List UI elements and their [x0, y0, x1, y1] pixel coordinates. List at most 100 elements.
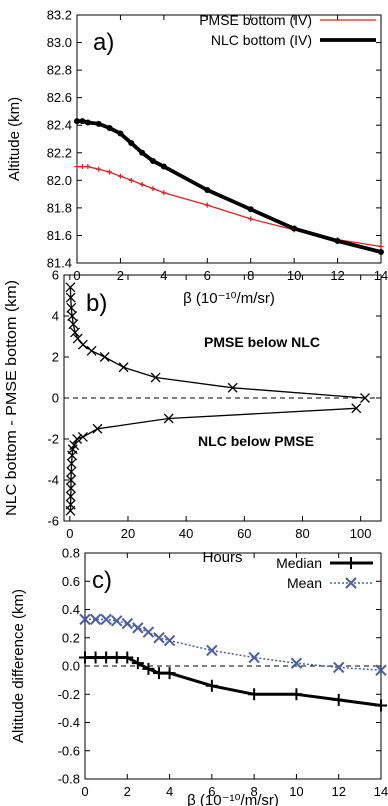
data-point: [86, 345, 97, 356]
data-point: [117, 130, 124, 137]
x-tick-label: 4: [166, 784, 173, 799]
data-point: [206, 644, 218, 657]
data-point: [107, 169, 113, 175]
x-tick-label: 6: [208, 784, 215, 799]
data-point: [66, 475, 76, 485]
y-tick-label: -4: [47, 473, 59, 488]
data-point: [67, 311, 78, 321]
y-tick-label: 2: [52, 350, 59, 365]
data-point: [153, 667, 165, 680]
data-point: [163, 667, 176, 680]
x-tick-label: 0: [81, 784, 88, 799]
data-point: [291, 225, 298, 232]
data-point: [227, 382, 238, 393]
x-tick-label: 40: [179, 526, 193, 541]
data-point: [66, 466, 77, 477]
y-axis-label: Altitude difference (km): [10, 589, 27, 743]
data-point: [247, 206, 254, 213]
y-tick-label: 0.8: [62, 546, 80, 561]
x-axis-label: β (10⁻¹⁰/m/sr): [183, 290, 275, 307]
data-point: [70, 327, 81, 338]
data-point: [117, 173, 123, 179]
y-tick-label: 82.8: [47, 63, 72, 78]
data-point: [111, 615, 123, 627]
y-tick-label: 82.0: [47, 173, 72, 188]
data-point: [139, 181, 145, 187]
y-tick-label: 82.2: [47, 145, 72, 160]
data-point: [77, 431, 88, 442]
data-point: [89, 613, 102, 626]
x-axis-label: Hours: [202, 549, 242, 566]
data-point: [128, 177, 134, 183]
data-point: [333, 661, 345, 674]
series-line: [69, 407, 357, 511]
data-point: [161, 190, 167, 196]
x-tick-label: 0: [66, 526, 73, 541]
x-tick-label: 100: [350, 526, 372, 541]
data-point: [65, 292, 76, 303]
data-point: [66, 302, 77, 313]
legend-label: Mean: [287, 575, 322, 591]
data-point: [360, 393, 370, 403]
data-point: [100, 613, 112, 626]
y-tick-label: -2: [47, 432, 59, 447]
data-point: [92, 423, 103, 434]
legend-label: Median: [276, 555, 322, 571]
data-point: [132, 622, 144, 634]
y-tick-label: 0.0: [62, 659, 80, 674]
legend-label: PMSE bottom (IV): [199, 12, 312, 28]
data-point: [65, 491, 76, 502]
y-tick-label: -0.2: [58, 687, 80, 702]
y-tick-label: 81.6: [47, 228, 72, 243]
data-point: [248, 688, 261, 701]
data-point: [142, 662, 155, 675]
data-point: [95, 120, 102, 127]
data-point: [205, 679, 218, 692]
data-point: [150, 372, 161, 383]
panel-label: c): [92, 567, 112, 594]
y-tick-label: 81.8: [47, 200, 72, 215]
y-tick-label: -0.8: [58, 772, 80, 787]
y-axis-label: NLC bottom - PMSE bottom (km): [3, 280, 20, 516]
data-point: [128, 140, 135, 147]
data-point: [153, 632, 165, 644]
data-point: [334, 237, 341, 244]
data-point: [139, 149, 146, 156]
data-point: [118, 362, 129, 373]
y-tick-label: 83.0: [47, 35, 72, 50]
legend-marker: [345, 557, 357, 569]
x-tick-label: 80: [295, 526, 309, 541]
data-point: [290, 688, 303, 701]
data-point: [74, 164, 80, 170]
data-point: [160, 163, 167, 170]
y-tick-label: 0: [52, 391, 59, 406]
data-point: [378, 248, 384, 255]
plot-frame: [76, 14, 382, 264]
data-point: [290, 657, 303, 669]
x-axis-label: β (10⁻¹⁰/m/sr): [187, 792, 279, 806]
data-point: [84, 119, 91, 126]
y-tick-label: 6: [52, 268, 59, 283]
y-axis-label: Altitude (km): [6, 97, 23, 181]
data-point: [99, 352, 110, 362]
annotation-pmse-below-nlc: PMSE below NLC: [204, 334, 320, 350]
data-point: [79, 164, 85, 170]
series-line: [77, 119, 382, 254]
y-tick-label: 83.2: [47, 8, 72, 23]
x-tick-label: 2: [124, 784, 131, 799]
x-tick-label: 60: [237, 526, 251, 541]
data-point: [79, 613, 91, 626]
y-tick-label: 4: [52, 309, 59, 324]
panel-1: 0 20 40 60 80 100 -6 -4 -2 0 2 4 6 Hours NLC bottom - …: [3, 268, 382, 566]
data-point: [66, 458, 77, 469]
data-point: [85, 164, 91, 170]
legend-marker: [345, 577, 357, 589]
data-point: [121, 617, 133, 630]
data-point: [163, 634, 176, 647]
data-point: [89, 651, 102, 664]
data-point: [79, 118, 86, 125]
data-point: [110, 651, 123, 664]
y-tick-label: 82.4: [47, 118, 72, 133]
x-tick-label: 12: [331, 784, 345, 799]
